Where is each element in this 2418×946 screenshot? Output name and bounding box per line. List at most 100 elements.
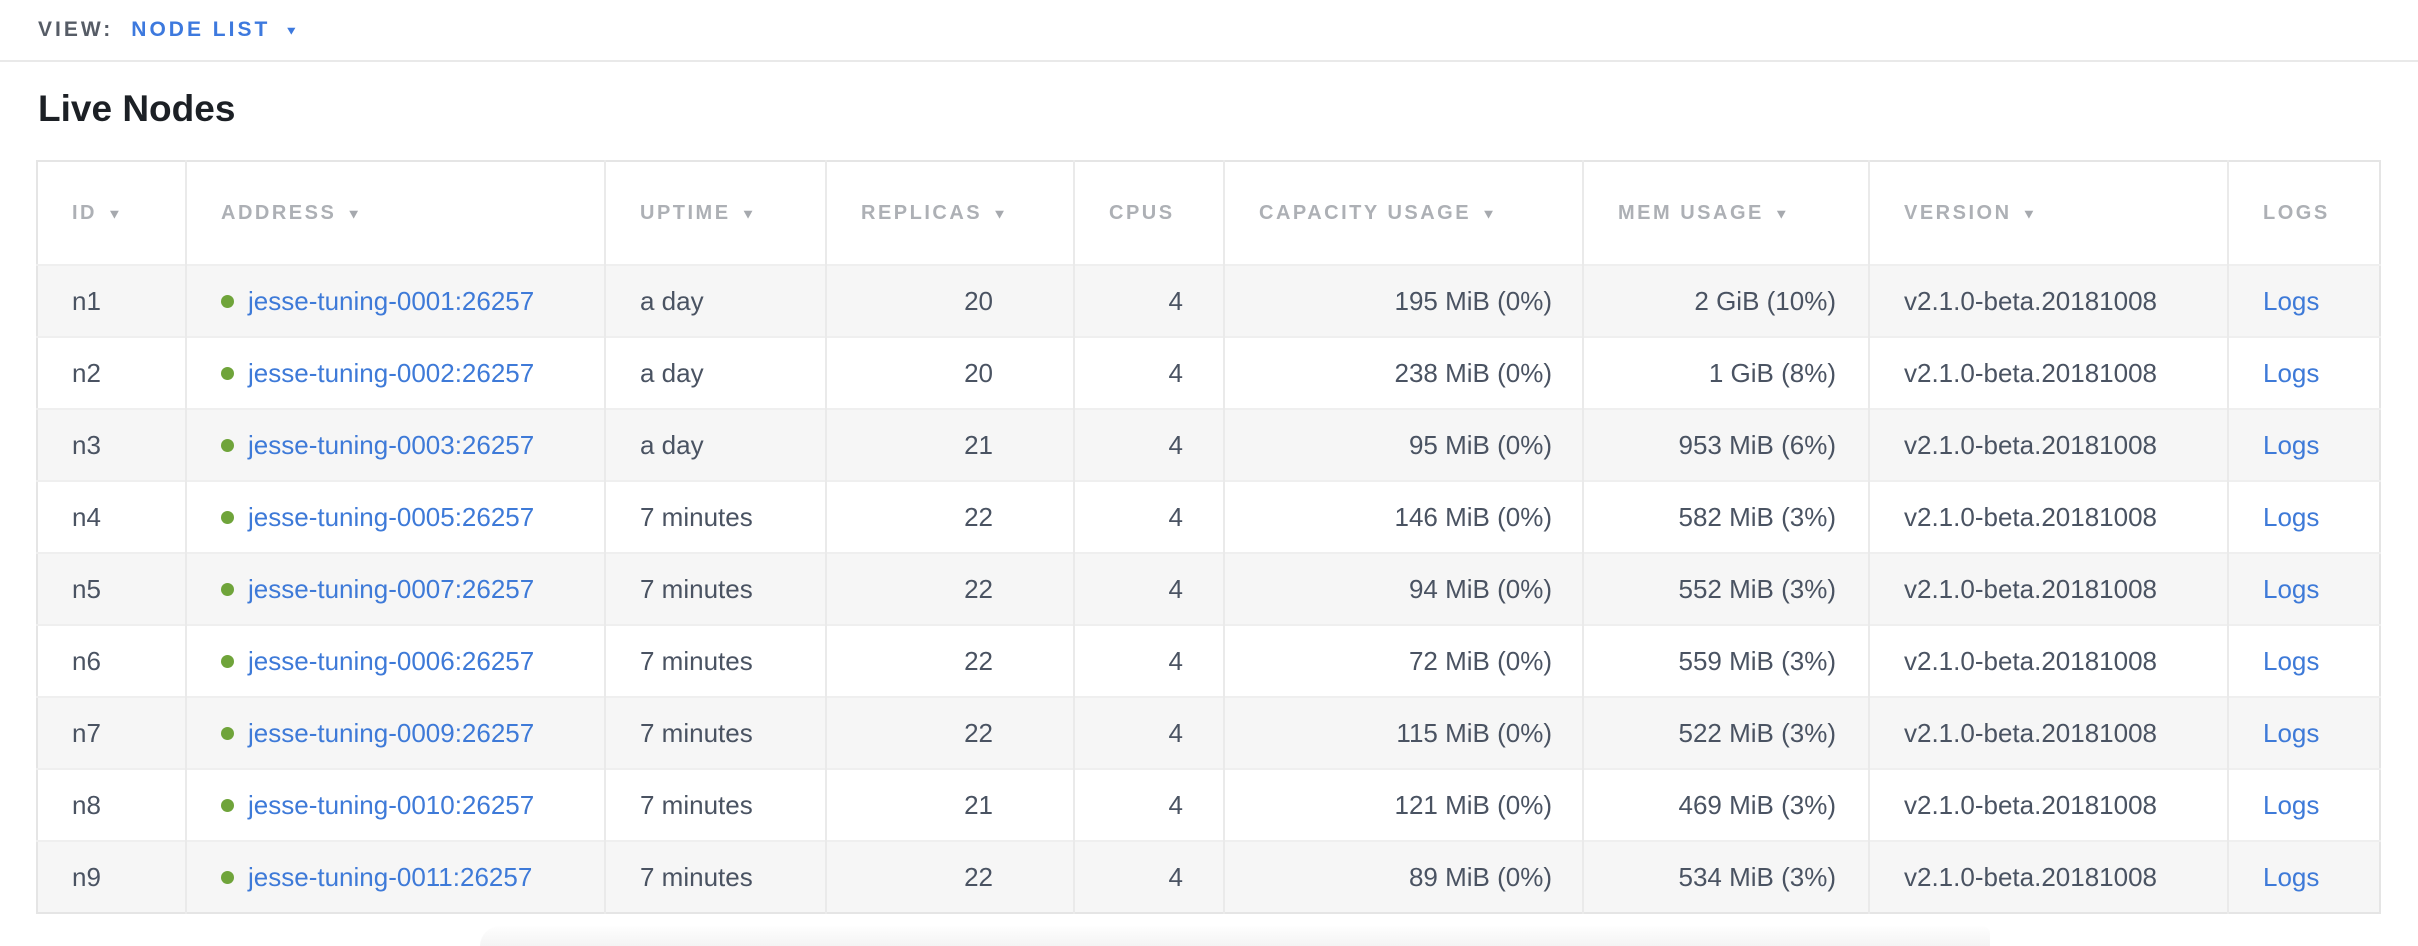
- column-header-id[interactable]: ID ▼: [37, 161, 187, 265]
- node-status-healthy-icon: [221, 726, 234, 740]
- cell-cpus: 4: [1074, 553, 1225, 625]
- cell-logs: Logs: [2228, 265, 2380, 337]
- node-logs-link[interactable]: Logs: [2263, 861, 2320, 892]
- node-address-link[interactable]: jesse-tuning-0011:26257: [248, 861, 533, 892]
- chevron-down-icon: ▼: [284, 23, 299, 37]
- cell-cpus: 4: [1074, 697, 1225, 769]
- cell-uptime: a day: [605, 265, 827, 337]
- node-logs-link[interactable]: Logs: [2263, 285, 2320, 316]
- node-status-healthy-icon: [221, 870, 234, 884]
- node-status-healthy-icon: [221, 582, 234, 596]
- column-header-uptime[interactable]: UPTIME ▼: [605, 161, 827, 265]
- cell-address: jesse-tuning-0003:26257: [186, 409, 606, 481]
- column-header-cpus: CPUS: [1074, 161, 1225, 265]
- view-selector-dropdown[interactable]: NODE LIST ▼: [131, 18, 298, 42]
- cell-mem: 953 MiB (6%): [1583, 409, 1870, 481]
- column-header-label: CPUS: [1109, 201, 1175, 224]
- cell-version: v2.1.0-beta.20181008: [1869, 697, 2229, 769]
- column-header-label: VERSION: [1904, 201, 2012, 224]
- node-logs-link[interactable]: Logs: [2263, 645, 2320, 676]
- cell-replicas: 20: [826, 265, 1075, 337]
- node-address-link[interactable]: jesse-tuning-0009:26257: [248, 717, 535, 748]
- cell-logs: Logs: [2228, 481, 2380, 553]
- column-header-capacity[interactable]: CAPACITY USAGE ▼: [1224, 161, 1584, 265]
- column-header-label: MEM USAGE: [1618, 201, 1764, 224]
- cell-address: jesse-tuning-0005:26257: [186, 481, 606, 553]
- node-logs-link[interactable]: Logs: [2263, 429, 2320, 460]
- node-address-link[interactable]: jesse-tuning-0006:26257: [248, 645, 535, 676]
- cell-mem: 582 MiB (3%): [1583, 481, 1870, 553]
- node-status-healthy-icon: [221, 294, 234, 308]
- cell-uptime: 7 minutes: [605, 841, 827, 913]
- cell-replicas: 20: [826, 337, 1075, 409]
- cell-mem: 1 GiB (8%): [1583, 337, 1870, 409]
- node-address-link[interactable]: jesse-tuning-0003:26257: [248, 429, 535, 460]
- node-logs-link[interactable]: Logs: [2263, 717, 2320, 748]
- cell-replicas: 22: [826, 481, 1075, 553]
- node-address-link[interactable]: jesse-tuning-0001:26257: [248, 285, 535, 316]
- view-label: VIEW:: [38, 18, 114, 41]
- cell-mem: 552 MiB (3%): [1583, 553, 1870, 625]
- cell-logs: Logs: [2228, 409, 2380, 481]
- bottom-peek-panel: [480, 926, 1990, 946]
- cell-id: n8: [37, 769, 187, 841]
- cell-id: n3: [37, 409, 187, 481]
- cell-version: v2.1.0-beta.20181008: [1869, 553, 2229, 625]
- view-bar: VIEW: NODE LIST ▼: [0, 0, 2418, 62]
- cell-cpus: 4: [1074, 769, 1225, 841]
- cell-replicas: 22: [826, 625, 1075, 697]
- cell-logs: Logs: [2228, 625, 2380, 697]
- cell-version: v2.1.0-beta.20181008: [1869, 265, 2229, 337]
- table-body: n1 jesse-tuning-0001:26257 a day 20 4 195 MiB…: [37, 265, 2380, 913]
- cell-logs: Logs: [2228, 697, 2380, 769]
- cell-id: n9: [37, 841, 187, 913]
- cell-mem: 469 MiB (3%): [1583, 769, 1870, 841]
- cell-version: v2.1.0-beta.20181008: [1869, 409, 2229, 481]
- column-header-version[interactable]: VERSION ▼: [1869, 161, 2229, 265]
- table-header: ID ▼ ADDRESS ▼ UPTIME ▼ REPLICAS ▼ CPUS CAPACITY …: [37, 161, 2380, 265]
- cell-capacity: 115 MiB (0%): [1224, 697, 1584, 769]
- sort-arrow-icon: ▼: [1481, 206, 1499, 222]
- table-header-row: ID ▼ ADDRESS ▼ UPTIME ▼ REPLICAS ▼ CPUS CAPACITY …: [37, 161, 2380, 265]
- live-nodes-table: ID ▼ ADDRESS ▼ UPTIME ▼ REPLICAS ▼ CPUS CAPACITY …: [36, 160, 2381, 914]
- cell-address: jesse-tuning-0011:26257: [186, 841, 606, 913]
- cell-id: n4: [37, 481, 187, 553]
- node-status-healthy-icon: [221, 798, 234, 812]
- node-address-link[interactable]: jesse-tuning-0007:26257: [248, 573, 535, 604]
- cell-replicas: 21: [826, 769, 1075, 841]
- node-row-n2: n2 jesse-tuning-0002:26257 a day 20 4 238 MiB…: [37, 337, 2380, 409]
- cell-capacity: 94 MiB (0%): [1224, 553, 1584, 625]
- sort-arrow-icon: ▼: [992, 206, 1010, 222]
- cell-replicas: 22: [826, 553, 1075, 625]
- node-logs-link[interactable]: Logs: [2263, 501, 2320, 532]
- cell-version: v2.1.0-beta.20181008: [1869, 481, 2229, 553]
- node-address-link[interactable]: jesse-tuning-0010:26257: [248, 789, 535, 820]
- cell-id: n7: [37, 697, 187, 769]
- node-logs-link[interactable]: Logs: [2263, 789, 2320, 820]
- page-title: Live Nodes: [38, 88, 236, 129]
- cell-version: v2.1.0-beta.20181008: [1869, 769, 2229, 841]
- node-status-healthy-icon: [221, 510, 234, 524]
- sort-arrow-icon: ▼: [2021, 206, 2039, 222]
- cell-capacity: 89 MiB (0%): [1224, 841, 1584, 913]
- cell-id: n5: [37, 553, 187, 625]
- cell-id: n1: [37, 265, 187, 337]
- sort-arrow-icon: ▼: [740, 206, 758, 222]
- node-status-healthy-icon: [221, 438, 234, 452]
- column-header-replicas[interactable]: REPLICAS ▼: [826, 161, 1075, 265]
- node-logs-link[interactable]: Logs: [2263, 357, 2320, 388]
- node-row-n1: n1 jesse-tuning-0001:26257 a day 20 4 195 MiB…: [37, 265, 2380, 337]
- node-address-link[interactable]: jesse-tuning-0005:26257: [248, 501, 535, 532]
- view-selector-value: NODE LIST: [131, 18, 271, 41]
- cell-capacity: 146 MiB (0%): [1224, 481, 1584, 553]
- column-header-address[interactable]: ADDRESS ▼: [186, 161, 606, 265]
- sort-arrow-icon: ▼: [346, 206, 364, 222]
- sort-arrow-icon: ▼: [1773, 206, 1792, 222]
- cell-logs: Logs: [2228, 841, 2380, 913]
- column-header-label: REPLICAS: [861, 201, 983, 224]
- column-header-mem[interactable]: MEM USAGE ▼: [1583, 161, 1870, 265]
- cell-replicas: 22: [826, 841, 1075, 913]
- node-address-link[interactable]: jesse-tuning-0002:26257: [248, 357, 535, 388]
- node-logs-link[interactable]: Logs: [2263, 573, 2320, 604]
- cell-capacity: 121 MiB (0%): [1224, 769, 1584, 841]
